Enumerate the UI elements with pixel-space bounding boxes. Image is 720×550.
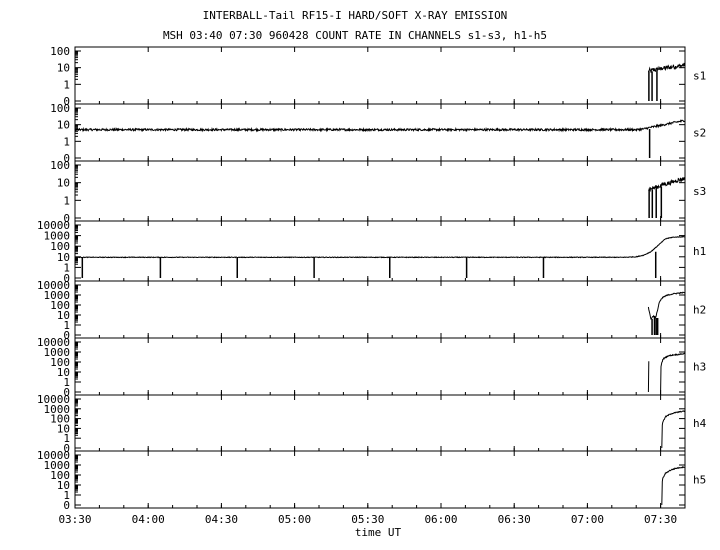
- y-tick-label: 10: [57, 62, 70, 75]
- series-s1-trace: [647, 62, 686, 74]
- y-tick-label: 1: [63, 194, 70, 207]
- panel-frame: [74, 46, 686, 105]
- y-tick-label: 0: [63, 152, 70, 165]
- x-tick-label: 06:30: [498, 513, 531, 526]
- x-tick-label: 06:00: [424, 513, 457, 526]
- y-tick-label: 10: [57, 309, 70, 322]
- y-tick-label: 1000: [44, 230, 71, 243]
- y-tick-label: 100: [50, 356, 70, 369]
- x-tick-label: 07:00: [571, 513, 604, 526]
- y-tick-label: 10: [57, 177, 70, 190]
- y-tick-label: 10: [57, 422, 70, 435]
- x-tick-label: 03:30: [58, 513, 91, 526]
- series-h4-trace: [661, 410, 686, 449]
- x-tick-label: 04:30: [205, 513, 238, 526]
- y-tick-label: 10000: [37, 393, 70, 406]
- panel-label-s1: s1: [693, 70, 706, 83]
- time-axis: 03:30 04:00 04:30 05:00 05:30 06:00 06:30 07:00…: [58, 513, 677, 526]
- y-tick-label: 1: [63, 432, 70, 445]
- panels-group: 1001010s11001010s21001010s31000010001001…: [37, 45, 707, 512]
- panel-label-s3: s3: [693, 185, 706, 198]
- y-tick-label: 1: [63, 78, 70, 91]
- y-tick-label: 10000: [37, 336, 70, 349]
- y-tick-label: 1: [63, 489, 70, 502]
- panel-label-h3: h3: [693, 361, 706, 374]
- panel-label-h2: h2: [693, 304, 706, 317]
- y-tick-label: 10: [57, 119, 70, 132]
- y-tick-label: 1: [63, 261, 70, 274]
- y-tick-label: 10: [57, 251, 70, 264]
- y-tick-label: 10: [57, 479, 70, 492]
- series-h1-trace: [74, 235, 685, 259]
- chart-title: INTERBALL-Tail RF15-I HARD/SOFT X-RAY EM…: [203, 9, 508, 22]
- y-tick-label: 1000: [44, 403, 71, 416]
- panel-frame: [74, 280, 686, 339]
- panel-frame: [74, 160, 686, 222]
- y-tick-label: 100: [50, 102, 70, 115]
- y-tick-label: 1: [63, 319, 70, 332]
- y-tick-label: 1000: [44, 459, 71, 472]
- y-tick-label: 0: [63, 442, 70, 455]
- y-tick-label: 0: [63, 386, 70, 399]
- chart-subtitle: MSH 03:40 07:30 960428 COUNT RATE IN CHA…: [163, 29, 547, 42]
- panel-frame: [74, 450, 686, 509]
- y-tick-label: 10000: [37, 219, 70, 232]
- x-axis-label: time UT: [355, 526, 402, 539]
- y-tick-label: 100: [50, 240, 70, 253]
- y-tick-label: 10000: [37, 279, 70, 292]
- panel-label-h1: h1: [693, 245, 706, 258]
- y-tick-label: 100: [50, 299, 70, 312]
- y-tick-label: 1000: [44, 346, 71, 359]
- panel-label-h4: h4: [693, 417, 707, 430]
- panel-frame: [74, 220, 686, 282]
- series-h3-trace: [660, 352, 686, 393]
- x-tick-label: 05:00: [278, 513, 311, 526]
- panel-frame: [74, 103, 686, 162]
- y-tick-label: 10000: [37, 449, 70, 462]
- y-tick-label: 0: [63, 95, 70, 108]
- y-tick-label: 0: [63, 499, 70, 512]
- y-tick-label: 1: [63, 135, 70, 148]
- panel-label-s2: s2: [693, 127, 706, 140]
- y-tick-label: 100: [50, 45, 70, 58]
- x-tick-label: 07:30: [644, 513, 677, 526]
- panel-frame: [74, 394, 686, 452]
- panel-frame: [74, 337, 686, 396]
- y-tick-label: 0: [63, 329, 70, 342]
- y-tick-label: 100: [50, 469, 70, 482]
- x-tick-label: 05:30: [351, 513, 384, 526]
- y-tick-label: 0: [63, 272, 70, 285]
- y-tick-label: 100: [50, 159, 70, 172]
- y-tick-label: 1000: [44, 289, 71, 302]
- y-tick-label: 10: [57, 366, 70, 379]
- y-tick-label: 0: [63, 212, 70, 225]
- series-s3-trace: [648, 177, 686, 193]
- y-tick-label: 1: [63, 376, 70, 389]
- series-h5-trace: [661, 465, 685, 506]
- series-s2-trace: [74, 119, 685, 133]
- x-tick-label: 04:00: [132, 513, 165, 526]
- y-tick-label: 100: [50, 413, 70, 426]
- panel-label-h5: h5: [693, 474, 706, 487]
